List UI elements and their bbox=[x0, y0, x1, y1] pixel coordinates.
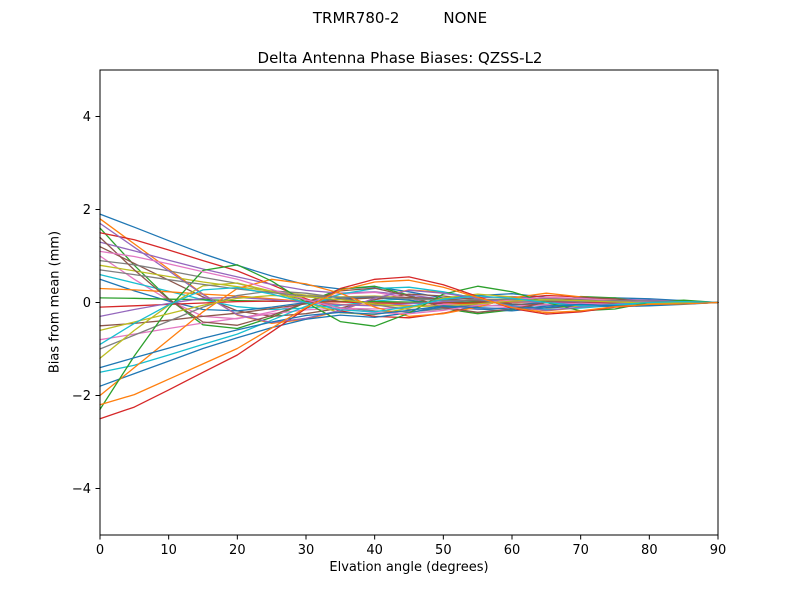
x-tick-label: 50 bbox=[435, 543, 452, 558]
y-tick-label: 4 bbox=[83, 110, 91, 125]
x-tick-label: 40 bbox=[366, 543, 383, 558]
y-tick-label: −4 bbox=[72, 482, 91, 497]
series-line-01 bbox=[99, 213, 719, 304]
series-line-26 bbox=[99, 236, 719, 326]
y-tick-label: 2 bbox=[83, 203, 91, 218]
series-line-31 bbox=[99, 301, 719, 369]
suptitle-antenna: TRMR780-2 bbox=[312, 9, 400, 27]
x-axis-label: Elvation angle (degrees) bbox=[329, 560, 489, 575]
y-axis-label: Bias from mean (mm) bbox=[47, 230, 63, 374]
x-tick-label: 90 bbox=[710, 543, 727, 558]
y-tick-label: 0 bbox=[83, 296, 91, 311]
x-tick-label: 10 bbox=[160, 543, 177, 558]
series-line-28 bbox=[99, 269, 719, 304]
x-tick-label: 20 bbox=[229, 543, 246, 558]
series-line-30 bbox=[99, 286, 719, 346]
x-tick-label: 0 bbox=[96, 543, 104, 558]
suptitle-dome: NONE bbox=[443, 9, 488, 27]
x-tick-label: 60 bbox=[504, 543, 521, 558]
x-tick-label: 80 bbox=[641, 543, 658, 558]
x-tick-label: 70 bbox=[572, 543, 589, 558]
figure-suptitle: TRMR780-2 NONE bbox=[0, 9, 800, 27]
x-tick-label: 30 bbox=[298, 543, 315, 558]
y-tick-label: −2 bbox=[72, 389, 91, 404]
chart-title: Delta Antenna Phase Biases: QZSS-L2 bbox=[257, 49, 543, 67]
series-line-32 bbox=[99, 279, 719, 406]
series-line-25 bbox=[99, 222, 719, 324]
